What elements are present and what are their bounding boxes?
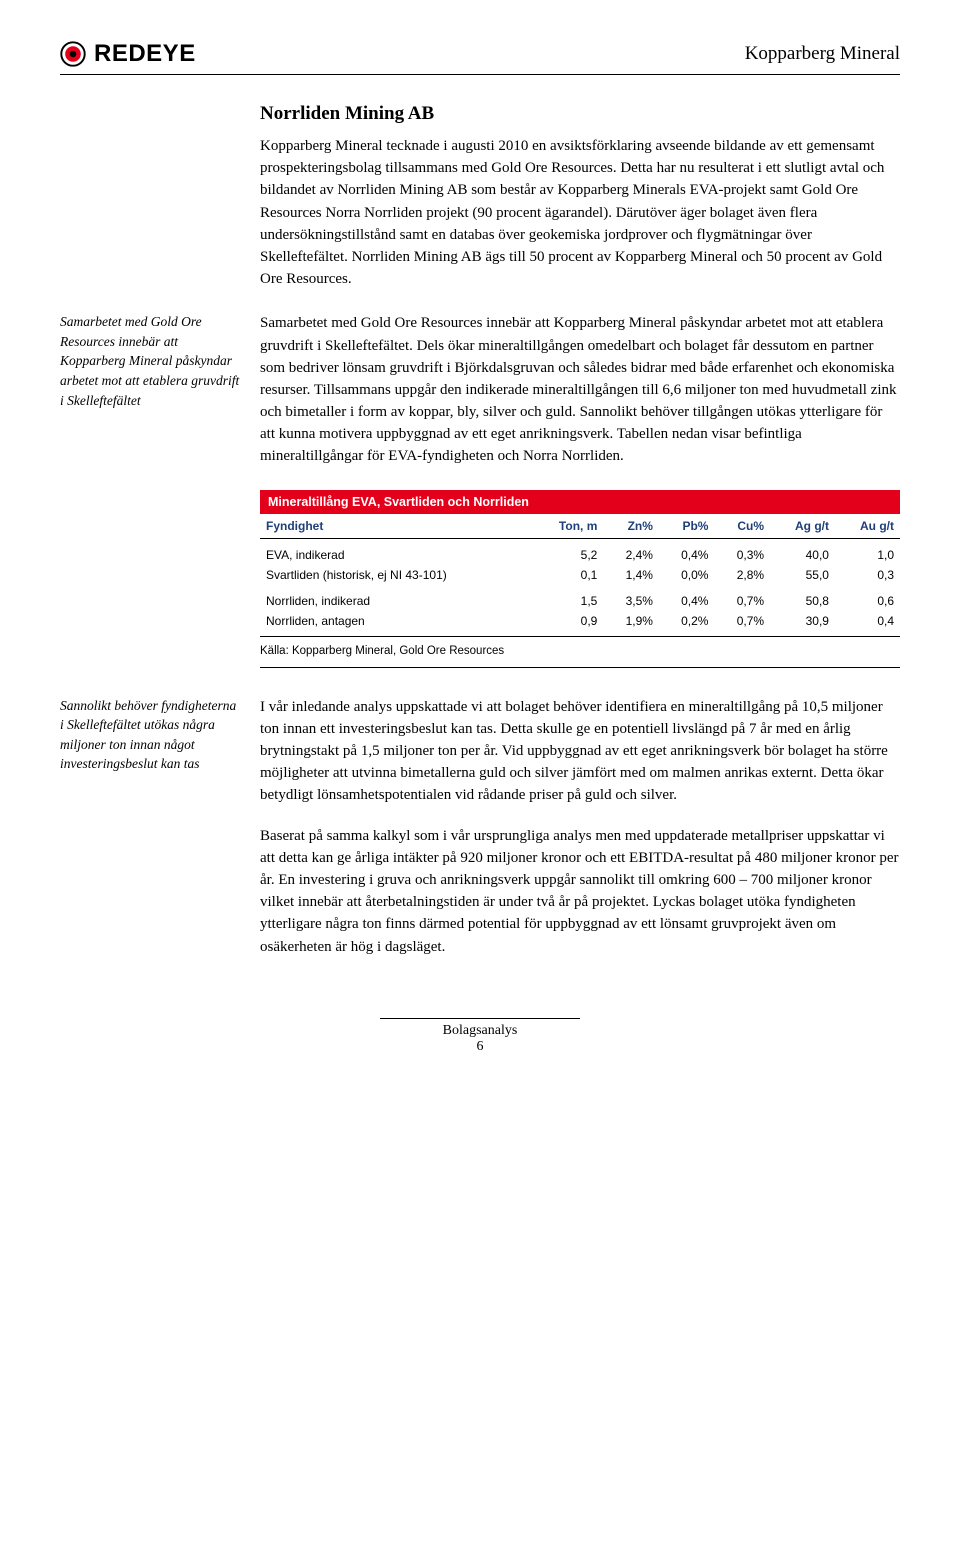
table-header-row: Fyndighet Ton, m Zn% Pb% Cu% Ag g/t Au g… xyxy=(260,514,900,539)
cell: 0,7% xyxy=(714,611,770,636)
table-row: Norrliden, indikerad 1,5 3,5% 0,4% 0,7% … xyxy=(260,591,900,611)
table-divider xyxy=(260,636,900,637)
page-number: 6 xyxy=(380,1039,580,1055)
cell: 2,4% xyxy=(603,545,659,565)
table-row: Svartliden (historisk, ej NI 43-101) 0,1… xyxy=(260,565,900,585)
cell: 1,9% xyxy=(603,611,659,636)
cell: 30,9 xyxy=(770,611,835,636)
cell: 0,6 xyxy=(835,591,900,611)
para-s1: Kopparberg Mineral tecknade i augusti 20… xyxy=(260,135,900,290)
cell: 0,3 xyxy=(835,565,900,585)
mineral-table: Mineraltillång EVA, Svartliden och Norrl… xyxy=(260,490,900,636)
page: REDEYE Kopparberg Mineral Norrliden Mini… xyxy=(0,0,960,1095)
mineral-table-wrap: Mineraltillång EVA, Svartliden och Norrl… xyxy=(260,490,900,668)
cell: 0,9 xyxy=(532,611,603,636)
main-col-2: Samarbetet med Gold Ore Resources innebä… xyxy=(260,312,900,467)
cell: 1,0 xyxy=(835,545,900,565)
table-source: Källa: Kopparberg Mineral, Gold Ore Reso… xyxy=(260,645,900,668)
cell: 0,4 xyxy=(835,611,900,636)
main-col-3: I vår inledande analys uppskattade vi at… xyxy=(260,696,900,958)
header-company: Kopparberg Mineral xyxy=(745,43,900,65)
col-pb: Pb% xyxy=(659,514,715,539)
cell: 0,0% xyxy=(659,565,715,585)
side-note-fyndigheterna: Sannolikt behöver fyndigheterna i Skelle… xyxy=(60,696,242,774)
cell: 40,0 xyxy=(770,545,835,565)
main-col-1: Norrliden Mining AB Kopparberg Mineral t… xyxy=(260,103,900,290)
table-title: Mineraltillång EVA, Svartliden och Norrl… xyxy=(260,490,900,514)
col-fyndighet: Fyndighet xyxy=(260,514,532,539)
cell: 0,7% xyxy=(714,591,770,611)
col-ag: Ag g/t xyxy=(770,514,835,539)
logo: REDEYE xyxy=(60,40,196,68)
side-col-3: Sannolikt behöver fyndigheterna i Skelle… xyxy=(60,696,242,958)
section-inledande: Sannolikt behöver fyndigheterna i Skelle… xyxy=(60,696,900,958)
cell: 0,4% xyxy=(659,591,715,611)
para-s4: Baserat på samma kalkyl som i vår urspru… xyxy=(260,825,900,958)
cell: Norrliden, antagen xyxy=(260,611,532,636)
side-col-1 xyxy=(60,103,242,290)
cell: 0,4% xyxy=(659,545,715,565)
cell: 55,0 xyxy=(770,565,835,585)
col-au: Au g/t xyxy=(835,514,900,539)
logo-text: REDEYE xyxy=(94,40,196,68)
side-col-2: Samarbetet med Gold Ore Resources innebä… xyxy=(60,312,242,467)
cell: EVA, indikerad xyxy=(260,545,532,565)
col-zn: Zn% xyxy=(603,514,659,539)
cell: Svartliden (historisk, ej NI 43-101) xyxy=(260,565,532,585)
table-row: EVA, indikerad 5,2 2,4% 0,4% 0,3% 40,0 1… xyxy=(260,545,900,565)
para-s2: Samarbetet med Gold Ore Resources innebä… xyxy=(260,312,900,467)
page-header: REDEYE Kopparberg Mineral xyxy=(60,40,900,75)
section-samarbete: Samarbetet med Gold Ore Resources innebä… xyxy=(60,312,900,467)
cell: 50,8 xyxy=(770,591,835,611)
page-footer: Bolagsanalys 6 xyxy=(380,1018,580,1055)
table-row: Norrliden, antagen 0,9 1,9% 0,2% 0,7% 30… xyxy=(260,611,900,636)
redeye-eye-icon xyxy=(60,41,86,67)
cell: Norrliden, indikerad xyxy=(260,591,532,611)
side-note-samarbete: Samarbetet med Gold Ore Resources innebä… xyxy=(60,312,242,410)
col-cu: Cu% xyxy=(714,514,770,539)
section-norrliden: Norrliden Mining AB Kopparberg Mineral t… xyxy=(60,103,900,290)
cell: 1,4% xyxy=(603,565,659,585)
cell: 0,3% xyxy=(714,545,770,565)
cell: 2,8% xyxy=(714,565,770,585)
cell: 0,2% xyxy=(659,611,715,636)
cell: 0,1 xyxy=(532,565,603,585)
para-s3: I vår inledande analys uppskattade vi at… xyxy=(260,696,900,807)
heading-norrliden: Norrliden Mining AB xyxy=(260,103,900,125)
cell: 1,5 xyxy=(532,591,603,611)
cell: 3,5% xyxy=(603,591,659,611)
footer-label: Bolagsanalys xyxy=(443,1023,518,1038)
col-ton: Ton, m xyxy=(532,514,603,539)
cell: 5,2 xyxy=(532,545,603,565)
